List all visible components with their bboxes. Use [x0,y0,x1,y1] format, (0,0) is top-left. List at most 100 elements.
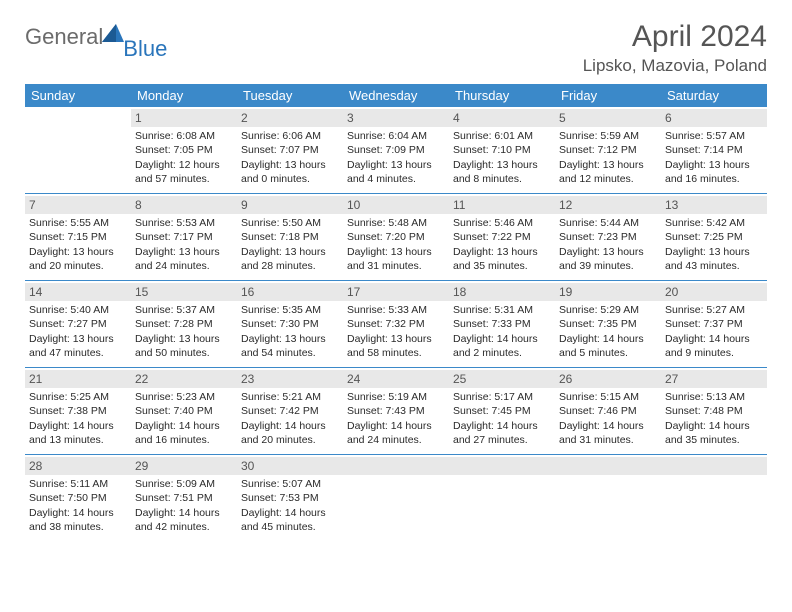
day-info-line: Daylight: 13 hours [241,245,339,259]
day-info-line: Sunset: 7:25 PM [665,230,763,244]
day-number: 8 [131,196,237,214]
day-info-line: Sunrise: 5:42 AM [665,216,763,230]
day-number: 21 [25,370,131,388]
day-number: 7 [25,196,131,214]
day-number: 24 [343,370,449,388]
calendar-week-row: 1Sunrise: 6:08 AMSunset: 7:05 PMDaylight… [25,107,767,193]
day-info-line: Sunset: 7:12 PM [559,143,657,157]
calendar-day-cell: 18Sunrise: 5:31 AMSunset: 7:33 PMDayligh… [449,281,555,368]
day-info-line: Sunrise: 5:13 AM [665,390,763,404]
day-number: 26 [555,370,661,388]
empty-day-strip [555,457,661,475]
day-number: 20 [661,283,767,301]
day-info-line: and 45 minutes. [241,520,339,534]
day-number: 15 [131,283,237,301]
day-info-line: Sunset: 7:50 PM [29,491,127,505]
day-info-line: Sunrise: 5:11 AM [29,477,127,491]
day-info-line: Sunrise: 5:46 AM [453,216,551,230]
day-number: 1 [131,109,237,127]
calendar-day-cell: 28Sunrise: 5:11 AMSunset: 7:50 PMDayligh… [25,455,131,542]
day-info-line: Daylight: 13 hours [29,245,127,259]
day-number: 4 [449,109,555,127]
day-info-line: and 39 minutes. [559,259,657,273]
logo: General Blue [25,20,171,50]
day-info-line: Sunrise: 5:27 AM [665,303,763,317]
calendar-day-cell: 12Sunrise: 5:44 AMSunset: 7:23 PMDayligh… [555,194,661,281]
calendar-day-cell: 14Sunrise: 5:40 AMSunset: 7:27 PMDayligh… [25,281,131,368]
day-number: 3 [343,109,449,127]
day-info-line: Daylight: 14 hours [453,419,551,433]
day-info-line: Daylight: 13 hours [241,332,339,346]
day-info-line: and 20 minutes. [241,433,339,447]
day-info-line: and 42 minutes. [135,520,233,534]
day-info-line: Daylight: 14 hours [665,419,763,433]
day-number: 14 [25,283,131,301]
day-info-line: Daylight: 14 hours [241,419,339,433]
calendar-table: Sunday Monday Tuesday Wednesday Thursday… [25,84,767,541]
day-info-line: and 16 minutes. [135,433,233,447]
calendar-day-cell: 1Sunrise: 6:08 AMSunset: 7:05 PMDaylight… [131,107,237,193]
day-info-line: Sunrise: 5:07 AM [241,477,339,491]
day-info-line: Sunrise: 5:48 AM [347,216,445,230]
day-info-line: Daylight: 14 hours [453,332,551,346]
calendar-week-row: 14Sunrise: 5:40 AMSunset: 7:27 PMDayligh… [25,281,767,368]
day-info-line: and 38 minutes. [29,520,127,534]
day-info-line: and 31 minutes. [347,259,445,273]
day-number: 2 [237,109,343,127]
calendar-week-row: 21Sunrise: 5:25 AMSunset: 7:38 PMDayligh… [25,368,767,455]
day-info-line: Sunrise: 5:25 AM [29,390,127,404]
day-info-line: and 12 minutes. [559,172,657,186]
empty-day-strip [661,457,767,475]
calendar-day-cell: 11Sunrise: 5:46 AMSunset: 7:22 PMDayligh… [449,194,555,281]
day-info-line: Sunrise: 6:04 AM [347,129,445,143]
month-title: April 2024 [583,20,767,54]
calendar-day-cell: 24Sunrise: 5:19 AMSunset: 7:43 PMDayligh… [343,368,449,455]
calendar-day-cell: 2Sunrise: 6:06 AMSunset: 7:07 PMDaylight… [237,107,343,193]
calendar-day-cell: 6Sunrise: 5:57 AMSunset: 7:14 PMDaylight… [661,107,767,193]
calendar-day-cell: 4Sunrise: 6:01 AMSunset: 7:10 PMDaylight… [449,107,555,193]
weekday-header: Sunday [25,84,131,107]
day-info-line: and 0 minutes. [241,172,339,186]
day-info-line: Sunrise: 5:17 AM [453,390,551,404]
day-info-line: Daylight: 14 hours [135,419,233,433]
weekday-header: Thursday [449,84,555,107]
empty-day-strip [343,457,449,475]
calendar-day-cell: 13Sunrise: 5:42 AMSunset: 7:25 PMDayligh… [661,194,767,281]
day-info-line: Sunrise: 5:50 AM [241,216,339,230]
day-info-line: and 28 minutes. [241,259,339,273]
day-number: 22 [131,370,237,388]
day-info-line: Sunrise: 5:29 AM [559,303,657,317]
day-info-line: Sunset: 7:40 PM [135,404,233,418]
day-info-line: Sunrise: 5:23 AM [135,390,233,404]
day-info-line: Daylight: 14 hours [29,419,127,433]
day-info-line: and 31 minutes. [559,433,657,447]
day-info-line: Sunset: 7:18 PM [241,230,339,244]
calendar-day-cell [661,455,767,542]
weekday-header: Monday [131,84,237,107]
day-info-line: Sunset: 7:33 PM [453,317,551,331]
day-info-line: Sunset: 7:05 PM [135,143,233,157]
day-info-line: and 24 minutes. [347,433,445,447]
day-info-line: Daylight: 13 hours [665,245,763,259]
weekday-header-row: Sunday Monday Tuesday Wednesday Thursday… [25,84,767,107]
calendar-day-cell: 17Sunrise: 5:33 AMSunset: 7:32 PMDayligh… [343,281,449,368]
calendar-day-cell: 21Sunrise: 5:25 AMSunset: 7:38 PMDayligh… [25,368,131,455]
logo-general: General [25,24,103,50]
day-info-line: and 4 minutes. [347,172,445,186]
day-info-line: and 47 minutes. [29,346,127,360]
logo-blue: Blue [123,36,167,62]
day-info-line: Sunset: 7:42 PM [241,404,339,418]
day-info-line: and 5 minutes. [559,346,657,360]
day-info-line: Sunset: 7:15 PM [29,230,127,244]
logo-triangle-icon [102,24,124,47]
calendar-day-cell: 19Sunrise: 5:29 AMSunset: 7:35 PMDayligh… [555,281,661,368]
day-info-line: and 9 minutes. [665,346,763,360]
day-info-line: Daylight: 13 hours [347,158,445,172]
calendar-day-cell: 23Sunrise: 5:21 AMSunset: 7:42 PMDayligh… [237,368,343,455]
calendar-day-cell: 16Sunrise: 5:35 AMSunset: 7:30 PMDayligh… [237,281,343,368]
day-info-line: Sunrise: 5:09 AM [135,477,233,491]
day-info-line: Daylight: 13 hours [135,332,233,346]
day-info-line: Sunset: 7:30 PM [241,317,339,331]
day-info-line: Sunrise: 5:59 AM [559,129,657,143]
calendar-day-cell: 25Sunrise: 5:17 AMSunset: 7:45 PMDayligh… [449,368,555,455]
